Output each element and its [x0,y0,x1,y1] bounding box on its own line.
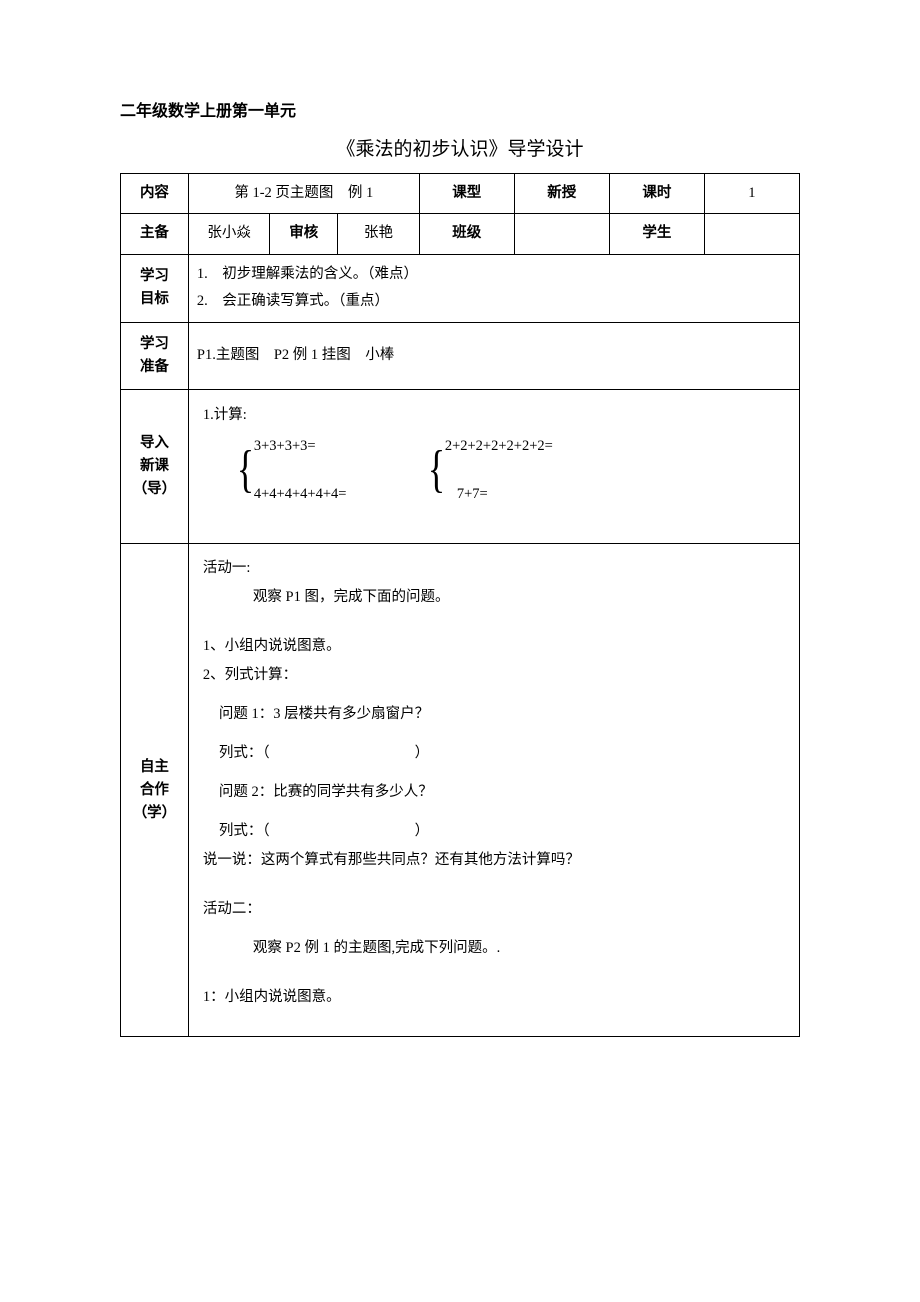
calc-expr: 4+4+4+4+4+4= [254,479,424,509]
label-class: 班级 [419,214,514,255]
cell-type: 新授 [514,173,609,214]
calc-expr: 2+2+2+2+2+2+2= [445,431,553,461]
page-heading: 二年级数学上册第一单元 [120,100,800,124]
activity-step: 1、小组内说说图意。 [203,632,785,661]
label-type: 课型 [419,173,514,214]
cell-student [704,214,799,255]
cell-class [514,214,609,255]
cell-author: 张小焱 [188,214,269,255]
goal-line: 1. 初步理解乘法的含义。（难点） [197,261,791,289]
activity-step: 2、列式计算： [203,661,785,690]
label-review: 审核 [270,214,338,255]
activity-subtitle: 观察 P2 例 1 的主题图,完成下列问题。. [203,934,785,963]
label-period: 课时 [609,173,704,214]
activity-subtitle: 观察 P1 图，完成下面的问题。 [203,583,785,612]
cell-intro: 1.计算: { 3+3+3+3= 4+4+4+4+4+4= { 2+2+2+2+… [188,390,799,544]
activity-title: 活动二： [203,895,785,924]
left-brace-icon: { [428,444,445,496]
calc-group: { 3+3+3+3= 4+4+4+4+4+4= { 2+2+2+2+2+2+2=… [203,431,785,510]
cell-period: 1 [704,173,799,214]
label-goals: 学习 目标 [121,254,189,322]
cell-self-study: 活动一: 观察 P1 图，完成下面的问题。 1、小组内说说图意。 2、列式计算：… [188,544,799,1037]
activity-step: 1：小组内说说图意。 [203,983,785,1012]
table-row: 主备 张小焱 审核 张艳 班级 学生 [121,214,800,255]
table-row: 自主 合作 （学） 活动一: 观察 P1 图，完成下面的问题。 1、小组内说说图… [121,544,800,1037]
table-row: 学习 准备 P1.主题图 P2 例 1 挂图 小棒 [121,322,800,389]
calc-expr: 7+7= [445,479,553,509]
question: 问题 2：比赛的同学共有多少人？ [203,778,785,807]
formula-blank: 列式：（ ） [203,739,785,768]
activity-title: 活动一: [203,554,785,583]
cell-content: 第 1-2 页主题图 例 1 [188,173,419,214]
discuss-prompt: 说一说：这两个算式有那些共同点？还有其他方法计算吗？ [203,846,785,875]
table-row: 导入 新课 （导） 1.计算: { 3+3+3+3= 4+4+4+4+4+4= … [121,390,800,544]
calc-expr: 3+3+3+3= [254,431,424,461]
calc-title: 1.计算: [203,400,785,430]
label-intro: 导入 新课 （导） [121,390,189,544]
label-prep: 学习 准备 [121,322,189,389]
label-self-study: 自主 合作 （学） [121,544,189,1037]
cell-review: 张艳 [338,214,419,255]
cell-prep: P1.主题图 P2 例 1 挂图 小棒 [188,322,799,389]
goal-line: 2. 会正确读写算式。（重点） [197,288,791,316]
page-subtitle: 《乘法的初步认识》导学设计 [120,136,800,165]
label-student: 学生 [609,214,704,255]
label-content: 内容 [121,173,189,214]
table-row: 内容 第 1-2 页主题图 例 1 课型 新授 课时 1 [121,173,800,214]
table-row: 学习 目标 1. 初步理解乘法的含义。（难点） 2. 会正确读写算式。（重点） [121,254,800,322]
left-brace-icon: { [237,444,254,496]
question: 问题 1：3 层楼共有多少扇窗户？ [203,700,785,729]
label-author: 主备 [121,214,189,255]
cell-goals: 1. 初步理解乘法的含义。（难点） 2. 会正确读写算式。（重点） [188,254,799,322]
formula-blank: 列式：（ ） [203,817,785,846]
lesson-plan-table: 内容 第 1-2 页主题图 例 1 课型 新授 课时 1 主备 张小焱 审核 张… [120,173,800,1038]
